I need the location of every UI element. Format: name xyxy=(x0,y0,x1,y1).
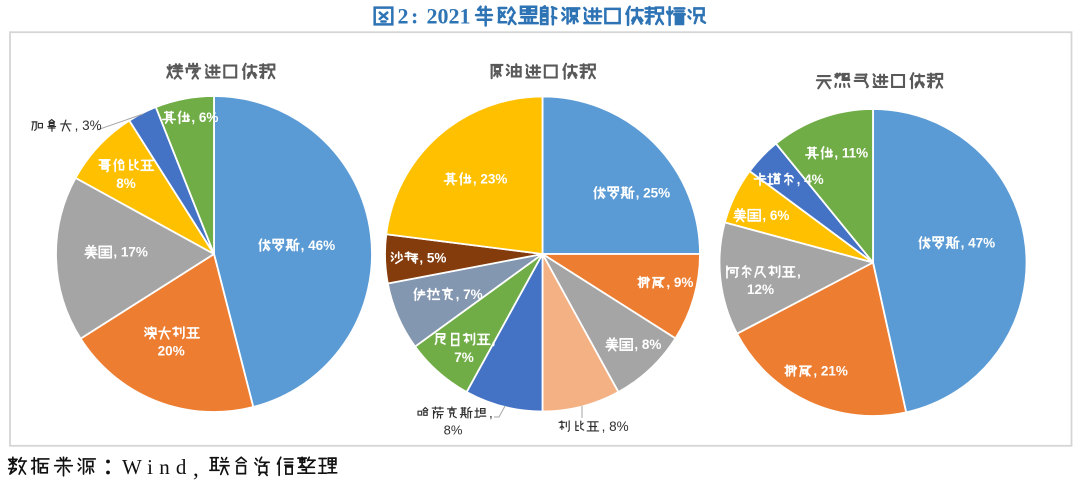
svg-text:8%: 8% xyxy=(444,423,463,438)
svg-text:2: 2 xyxy=(398,4,409,29)
svg-text:, 46%: , 46% xyxy=(301,238,336,253)
svg-text:,: , xyxy=(489,406,493,421)
svg-text:, 11%: , 11% xyxy=(834,146,868,161)
svg-text:, 17%: , 17% xyxy=(113,245,148,260)
svg-text:, 21%: , 21% xyxy=(813,364,848,379)
svg-text:2021: 2021 xyxy=(427,4,471,29)
svg-text:7%: 7% xyxy=(454,350,474,365)
svg-text:, 23%: , 23% xyxy=(473,172,508,187)
svg-text:20%: 20% xyxy=(158,343,185,358)
svg-text:, 3%: , 3% xyxy=(75,118,102,133)
svg-text:, 8%: , 8% xyxy=(602,419,629,434)
svg-text:, 5%: , 5% xyxy=(419,251,446,266)
svg-text:,: , xyxy=(492,332,496,347)
svg-text:, 6%: , 6% xyxy=(191,110,218,125)
svg-text:, 6%: , 6% xyxy=(762,208,789,223)
svg-text:,: , xyxy=(193,456,199,481)
svg-text:Wind: Wind xyxy=(122,455,193,479)
svg-text:8%: 8% xyxy=(116,176,136,191)
svg-text:, 7%: , 7% xyxy=(456,287,483,302)
svg-text:, 47%: , 47% xyxy=(961,236,996,251)
svg-text:, 25%: , 25% xyxy=(636,186,671,201)
svg-text:, 8%: , 8% xyxy=(634,337,661,352)
svg-text:,: , xyxy=(797,265,801,280)
svg-text:, 4%: , 4% xyxy=(797,172,824,187)
svg-text:12%: 12% xyxy=(747,282,774,297)
svg-text:, 9%: , 9% xyxy=(666,275,693,290)
svg-text::: : xyxy=(411,4,418,29)
